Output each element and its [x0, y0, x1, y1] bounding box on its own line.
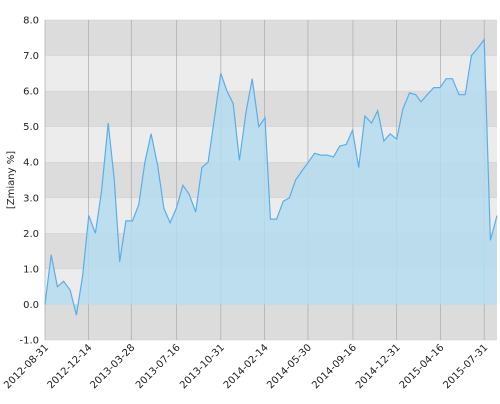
y-tick-label: 7.0 [23, 51, 39, 62]
y-tick-label: 8.0 [23, 16, 39, 27]
band [45, 304, 497, 340]
y-tick-label: 5.0 [23, 122, 39, 133]
x-tick-label: 2013-07-16 [134, 342, 183, 391]
y-tick-label: 3.0 [23, 193, 39, 204]
x-tick-label: 2015-07-31 [441, 342, 490, 391]
x-tick-label: 2012-08-31 [2, 342, 51, 391]
y-tick-label: 2.0 [23, 229, 39, 240]
line [44, 37, 498, 316]
y-tick-label: 0.0 [23, 300, 39, 311]
x-tick-label: 2014-05-30 [265, 342, 314, 391]
y-axis-label: [Zmiany %] [6, 151, 17, 209]
y-tick-label: 1.0 [23, 264, 39, 275]
area-fill [45, 39, 497, 316]
band [45, 20, 497, 56]
x-tick-label: 2014-12-31 [354, 342, 403, 391]
y-tick-label: 6.0 [23, 87, 39, 98]
x-tick-label: 2015-04-16 [398, 342, 447, 391]
y-tick-label: 4.0 [23, 158, 39, 169]
x-tick-label: 2014-09-16 [310, 342, 359, 391]
band [45, 55, 497, 92]
y-tick-label: -1.0 [19, 336, 39, 347]
x-tick-label: 2013-10-31 [178, 342, 227, 391]
x-tick-label: 2014-02-14 [222, 342, 271, 391]
x-tick-label: 2012-12-14 [46, 342, 95, 391]
x-tick-label: 2013-03-28 [89, 342, 138, 391]
